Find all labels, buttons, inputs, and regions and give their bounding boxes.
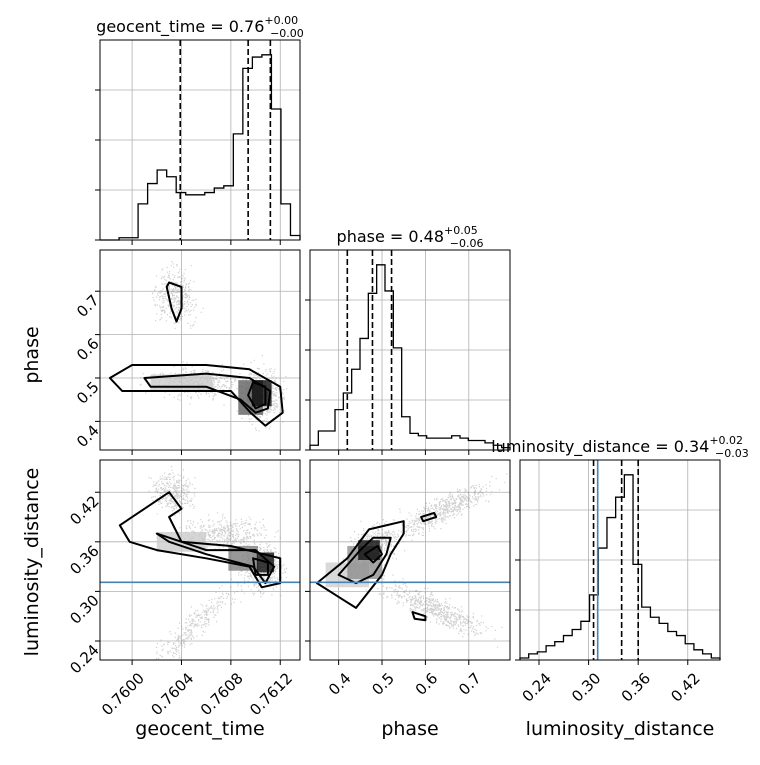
xtick-label-geocent-time: 0.7600 [98, 669, 148, 719]
scatter-phase-vs-luminosity-distance-frame [309, 459, 511, 661]
hist-frame-phase [309, 249, 511, 451]
scatter-phase-vs-luminosity-distance-contour [420, 511, 438, 523]
title-geocent-time: geocent_time = 0.76+0.00 −0.00 [96, 14, 304, 40]
xtick-label-luminosity-distance: 0.24 [519, 669, 555, 705]
xtick-label-phase: 0.6 [412, 669, 442, 699]
scatter-geocent-time-vs-phase-panel: 0.4 0.5 0.6 0.7 [73, 249, 301, 455]
hist-panel-luminosity-distance: 0.24 0.30 0.36 0.42 [515, 459, 721, 706]
xtick-label-geocent-time: 0.7604 [148, 669, 198, 719]
scatter-geocent-time-vs-phase-contour [143, 372, 272, 414]
scatter-geocent-time-vs-phase-scatter [139, 261, 288, 432]
ytick-label-phase: 0.7 [73, 291, 103, 321]
scatter-geocent-time-vs-luminosity-distance-contour [252, 557, 269, 576]
ytick-label-luminosity-distance: 0.36 [66, 542, 102, 578]
ytick-label-luminosity-distance: 0.30 [66, 591, 102, 627]
scatter-geocent-time-vs-phase-frame [99, 249, 301, 451]
xtick-label-luminosity-distance: 0.42 [667, 669, 703, 705]
xtick-label-phase: 0.5 [368, 669, 398, 699]
scatter-geocent-time-vs-phase-contour [247, 381, 267, 410]
scatter-geocent-time-vs-phase-density [251, 380, 272, 407]
scatter-geocent-time-vs-luminosity-distance-points [118, 465, 288, 660]
scatter-geocent-time-vs-luminosity-distance-frame [99, 459, 301, 661]
scatter-geocent-time-vs-phase-contour [165, 281, 183, 323]
scatter-phase-vs-luminosity-distance-contour [363, 545, 383, 564]
scatter-geocent-time-vs-luminosity-distance-contour [118, 491, 282, 589]
hist-panel-geocent-time [95, 39, 301, 245]
xlabel-luminosity-distance: luminosity_distance [526, 718, 715, 740]
scatter-phase-vs-luminosity-distance-panel: 0.4 0.5 0.6 0.7 [305, 459, 511, 699]
scatter-phase-vs-luminosity-distance-contour [411, 611, 427, 622]
scatter-phase-vs-luminosity-distance-contour [315, 520, 405, 609]
hist-frame-luminosity-distance [519, 459, 721, 661]
hist-panel-phase [305, 249, 511, 455]
scatter-geocent-time-vs-luminosity-distance-panel: 0.7600 0.7604 0.7608 0.7612 0.24 0.30 0.36 0.42 [66, 459, 301, 719]
hist-frame-geocent-time [99, 39, 301, 241]
xtick-label-phase: 0.4 [325, 669, 355, 699]
xtick-label-luminosity-distance: 0.36 [618, 669, 654, 705]
ytick-label-phase: 0.4 [73, 421, 103, 451]
xtick-label-geocent-time: 0.7608 [197, 669, 247, 719]
hist-line-geocent-time [100, 54, 301, 241]
scatter-phase-vs-luminosity-distance-density [358, 540, 380, 560]
hist-line-luminosity-distance [519, 474, 721, 660]
xtick-label-phase: 0.7 [455, 669, 485, 699]
title-phase: phase = 0.48+0.05 −0.06 [337, 224, 484, 250]
xtick-label-luminosity-distance: 0.30 [568, 669, 604, 705]
ytick-label-phase: 0.6 [73, 335, 103, 365]
ylabel-luminosity-distance: luminosity_distance [21, 468, 43, 657]
ytick-label-luminosity-distance: 0.42 [66, 492, 102, 528]
hist-line-phase [309, 264, 511, 450]
scatter-geocent-time-vs-phase-points [108, 261, 288, 432]
scatter-phase-vs-luminosity-distance-points [315, 473, 508, 648]
title-luminosity-distance: luminosity_distance = 0.34+0.02 −0.03 [491, 434, 749, 460]
scatter-geocent-time-vs-phase-contour [108, 364, 284, 427]
ytick-label-luminosity-distance: 0.24 [66, 641, 102, 677]
xtick-label-geocent-time: 0.7612 [246, 669, 296, 719]
ytick-label-phase: 0.5 [73, 378, 103, 408]
xlabel-geocent-time: geocent_time [135, 718, 264, 740]
ylabel-phase: phase [21, 326, 43, 383]
xlabel-phase: phase [381, 718, 438, 740]
